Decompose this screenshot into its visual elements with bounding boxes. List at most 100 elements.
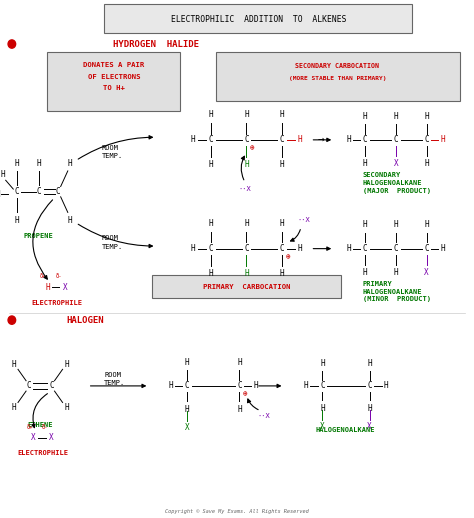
Bar <box>104 4 412 33</box>
Bar <box>152 275 341 298</box>
Text: H: H <box>168 381 173 391</box>
Text: OF ELECTRONS: OF ELECTRONS <box>88 74 140 80</box>
Text: H: H <box>441 135 446 145</box>
Text: ⊕: ⊕ <box>243 389 248 398</box>
Text: ··X: ··X <box>258 413 270 419</box>
Text: (MAJOR  PRODUCT): (MAJOR PRODUCT) <box>363 188 430 194</box>
Text: X: X <box>393 159 398 168</box>
Text: H: H <box>14 215 19 225</box>
Text: δ+: δ+ <box>39 274 46 279</box>
Text: C: C <box>280 244 284 253</box>
Text: H: H <box>298 244 302 253</box>
Text: H: H <box>320 404 325 413</box>
Text: TEMP.: TEMP. <box>102 153 123 160</box>
Text: (MINOR  PRODUCT): (MINOR PRODUCT) <box>363 296 430 303</box>
Text: ELECTROPHILE: ELECTROPHILE <box>31 300 82 306</box>
Text: H: H <box>45 283 50 292</box>
Text: C: C <box>26 381 31 391</box>
Text: H: H <box>367 404 372 413</box>
Bar <box>47 52 180 111</box>
Text: HALOGENOALKANE: HALOGENOALKANE <box>363 180 422 186</box>
Text: H: H <box>209 219 213 228</box>
Text: HALOGENOALKANE: HALOGENOALKANE <box>363 289 422 295</box>
Text: ROOM: ROOM <box>102 145 119 151</box>
Text: H: H <box>346 135 351 145</box>
Text: δ-: δ- <box>42 425 48 430</box>
Text: C: C <box>367 381 372 391</box>
Text: HYDROGEN  HALIDE: HYDROGEN HALIDE <box>113 39 200 49</box>
Text: X: X <box>185 423 190 432</box>
Text: ⊕: ⊕ <box>250 143 255 153</box>
Text: H: H <box>209 269 213 278</box>
Text: H: H <box>363 159 367 168</box>
Text: C: C <box>14 187 19 196</box>
Text: C: C <box>50 381 55 391</box>
Text: H: H <box>280 269 284 278</box>
Text: H: H <box>363 111 367 121</box>
Text: H: H <box>0 170 5 179</box>
Text: δ+: δ+ <box>26 425 33 430</box>
Text: H: H <box>64 359 69 369</box>
Text: ELECTROPHILE: ELECTROPHILE <box>17 450 68 456</box>
Text: C: C <box>36 187 41 196</box>
Text: ··X: ··X <box>297 217 310 223</box>
Text: PRIMARY: PRIMARY <box>363 281 392 287</box>
Text: SECONDARY CARBOCATION: SECONDARY CARBOCATION <box>295 63 380 69</box>
Text: C: C <box>363 135 367 145</box>
Text: H: H <box>424 220 429 229</box>
Text: (MORE STABLE THAN PRIMARY): (MORE STABLE THAN PRIMARY) <box>289 76 386 81</box>
Text: H: H <box>185 358 190 367</box>
Text: X: X <box>367 422 372 431</box>
Text: δ-: δ- <box>56 274 63 279</box>
Text: TEMP.: TEMP. <box>104 380 126 386</box>
Text: H: H <box>244 269 249 278</box>
Text: DONATES A PAIR: DONATES A PAIR <box>83 62 145 68</box>
Text: H: H <box>346 244 351 253</box>
Text: ELECTROPHILIC  ADDITION  TO  ALKENES: ELECTROPHILIC ADDITION TO ALKENES <box>171 15 346 24</box>
Text: PROPENE: PROPENE <box>24 233 54 239</box>
Text: H: H <box>298 135 302 145</box>
Text: C: C <box>393 135 398 145</box>
Text: ROOM: ROOM <box>102 235 119 241</box>
Text: H: H <box>12 359 17 369</box>
Text: H: H <box>191 244 195 253</box>
Text: C: C <box>237 381 242 391</box>
Text: H: H <box>303 381 308 391</box>
Text: H: H <box>280 160 284 169</box>
Text: Copyright © Save My Exams. All Rights Reserved: Copyright © Save My Exams. All Rights Re… <box>165 509 309 514</box>
Text: C: C <box>55 187 60 196</box>
Text: H: H <box>64 403 69 412</box>
Text: H: H <box>280 110 284 120</box>
Text: H: H <box>393 111 398 121</box>
Text: HALOGENOALKANE: HALOGENOALKANE <box>315 427 375 433</box>
Text: C: C <box>424 135 429 145</box>
Text: C: C <box>244 244 249 253</box>
Text: H: H <box>244 219 249 228</box>
Text: H: H <box>244 160 249 169</box>
Text: TEMP.: TEMP. <box>102 244 123 250</box>
Text: H: H <box>393 268 398 277</box>
Text: H: H <box>12 403 17 412</box>
Text: H: H <box>14 159 19 168</box>
Text: C: C <box>244 135 249 145</box>
Text: C: C <box>185 381 190 391</box>
Text: H: H <box>237 358 242 367</box>
Text: C: C <box>209 244 213 253</box>
Text: H: H <box>244 110 249 120</box>
Circle shape <box>8 40 16 48</box>
Text: H: H <box>209 110 213 120</box>
Text: H: H <box>367 359 372 368</box>
Text: H: H <box>363 220 367 229</box>
Text: ROOM: ROOM <box>104 371 121 378</box>
Text: X: X <box>49 433 54 442</box>
Text: H: H <box>441 244 446 253</box>
Text: PRIMARY  CARBOCATION: PRIMARY CARBOCATION <box>203 284 290 291</box>
Text: H: H <box>36 159 41 168</box>
Text: X: X <box>31 433 36 442</box>
Text: X: X <box>63 283 67 292</box>
Text: H: H <box>68 159 73 168</box>
Text: C: C <box>280 135 284 145</box>
Text: H: H <box>320 359 325 368</box>
Text: SECONDARY: SECONDARY <box>363 172 401 178</box>
Text: H: H <box>237 405 242 414</box>
